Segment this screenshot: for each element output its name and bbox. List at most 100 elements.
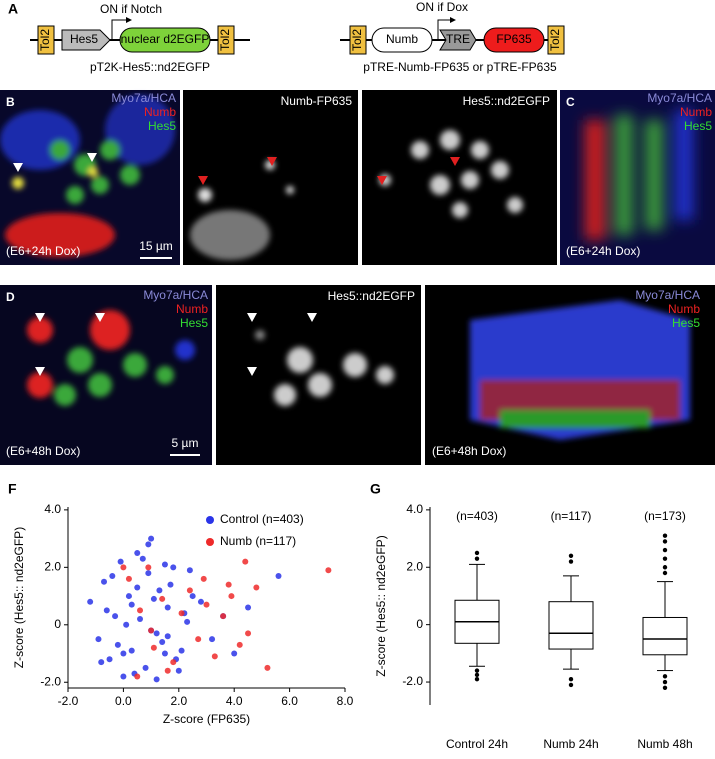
point <box>134 584 141 591</box>
channel-text: Numb-FP635 <box>281 94 353 108</box>
channel-text: Hes5::nd2EGFP <box>463 94 550 108</box>
outlier <box>662 685 668 690</box>
legend-text: Numb <box>176 302 208 316</box>
point <box>137 616 144 623</box>
point <box>137 607 144 614</box>
switch-text: ON if Dox <box>416 0 468 14</box>
y-tick-label: 4.0 <box>406 502 423 516</box>
point <box>253 584 260 591</box>
reporter-text: FP635 <box>496 32 532 46</box>
panel-c: C Myo7a/HCA Numb Hes5 (E6+24h Dox) <box>560 90 715 265</box>
legend-text: Hes5 <box>684 119 712 133</box>
switch-text: ON if Notch <box>100 2 162 16</box>
point <box>184 618 191 625</box>
annotation: (n=117) <box>551 509 592 523</box>
gene-text: Hes5 <box>70 32 98 46</box>
y-tick-label: -2.0 <box>40 674 61 688</box>
outlier <box>568 676 574 682</box>
point <box>225 581 232 588</box>
arrowhead <box>450 17 456 23</box>
condition: (E6+48h Dox) <box>432 444 506 458</box>
point <box>159 639 166 646</box>
point <box>245 604 252 611</box>
outlier <box>662 547 668 553</box>
point <box>164 667 171 674</box>
point <box>98 659 105 666</box>
legend-text: Numb <box>680 105 712 119</box>
outlier <box>568 559 574 564</box>
outlier <box>662 674 668 679</box>
point <box>264 664 271 671</box>
promoter-text: TRE <box>446 32 470 46</box>
legend-text: Myo7a/HCA <box>111 91 176 105</box>
point <box>220 613 227 620</box>
condition: (E6+24h Dox) <box>6 244 80 258</box>
legend-marker <box>206 538 214 546</box>
panel-label: A <box>8 1 18 17</box>
box <box>642 616 688 656</box>
y-tick-label: 2.0 <box>44 560 61 574</box>
legend-text: Myo7a/HCA <box>635 288 700 302</box>
cells <box>0 95 175 257</box>
annotation: (n=173) <box>644 509 686 523</box>
point <box>87 598 94 605</box>
point <box>209 636 216 643</box>
condition: (E6+48h Dox) <box>6 444 80 458</box>
point <box>275 572 282 579</box>
cells <box>470 300 690 440</box>
x-tick-label: Numb 48h <box>637 737 692 751</box>
point <box>164 604 171 611</box>
scale-text: 15 µm <box>139 239 173 253</box>
micrograph <box>362 90 557 265</box>
legend-marker <box>206 516 214 524</box>
cells <box>585 110 693 240</box>
point <box>128 601 135 608</box>
y-tick-label: -2.0 <box>402 674 423 688</box>
point <box>150 644 157 651</box>
legend-text: Hes5 <box>672 316 700 330</box>
point <box>231 650 238 657</box>
point <box>159 595 166 602</box>
panel-b: B Myo7a/HCA Numb Hes5 (E6+24h Dox) 15 µm… <box>0 90 557 265</box>
point <box>178 647 185 654</box>
reporter-box <box>119 27 211 53</box>
panel-label: E <box>432 289 441 305</box>
point <box>106 656 113 663</box>
outlier <box>474 668 480 673</box>
arrowhead <box>87 153 97 162</box>
point <box>203 601 210 608</box>
arrowhead <box>95 313 105 322</box>
promoter-arrow <box>111 19 128 40</box>
gene-box <box>371 27 433 53</box>
x-axis-label: Z-score (FP635) <box>163 712 250 726</box>
legend-text: Control (n=403) <box>220 512 304 526</box>
construct-name: pT2K-Hes5::nd2EGFP <box>90 60 210 74</box>
construct-name: pTRE-Numb-FP635 or pTRE-FP635 <box>363 60 557 74</box>
tol2-text: Tol2 <box>218 29 232 51</box>
scale-text: 5 µm <box>172 436 199 450</box>
outlier <box>662 565 668 570</box>
legend-text: Numb <box>144 105 176 119</box>
point <box>112 613 119 620</box>
point <box>153 630 160 637</box>
arrowhead <box>247 367 257 376</box>
outlier <box>474 550 480 556</box>
outlier <box>474 676 480 682</box>
x-tick-label: Numb 24h <box>543 737 598 751</box>
point <box>123 621 130 628</box>
panel-e: E Myo7a/HCA Numb Hes5 (E6+48h Dox) <box>425 285 715 465</box>
point <box>197 598 204 605</box>
point <box>164 633 171 640</box>
point <box>211 653 218 660</box>
panel-a: A Tol2 Hes5 nuclear d2EGFP Tol2 ON if No… <box>8 0 565 74</box>
y-tick-label: 0 <box>54 617 61 631</box>
arrowhead <box>450 157 460 166</box>
point <box>95 636 102 643</box>
point <box>175 667 182 674</box>
point <box>134 549 141 556</box>
arrowhead <box>126 17 132 23</box>
point <box>189 593 196 600</box>
point <box>325 567 332 574</box>
condition: (E6+24h Dox) <box>566 244 640 258</box>
